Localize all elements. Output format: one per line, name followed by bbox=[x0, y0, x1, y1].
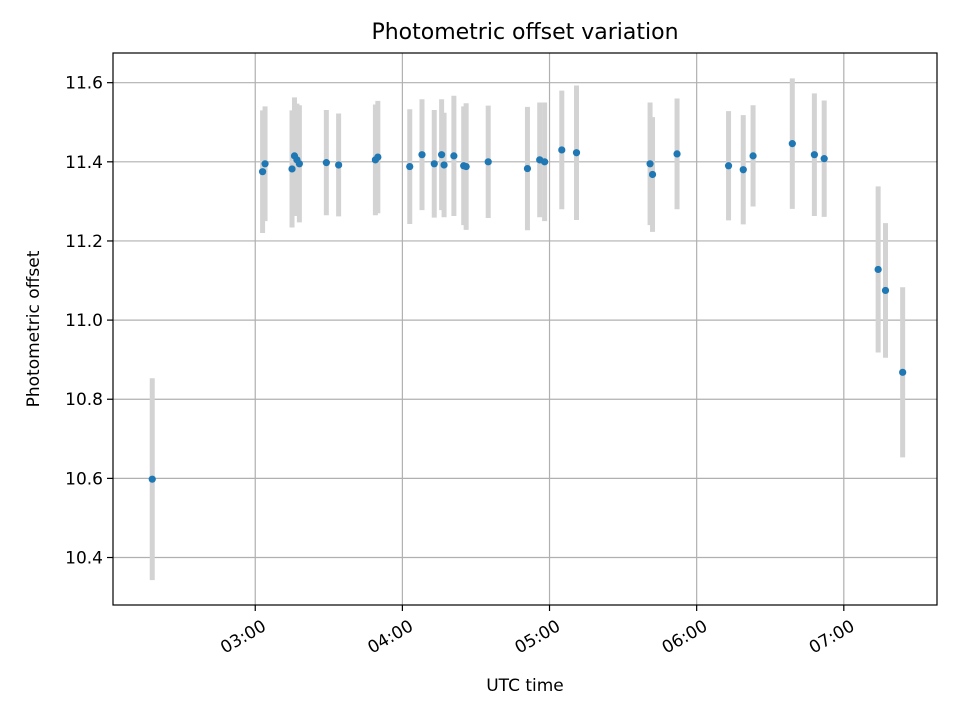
data-point bbox=[788, 140, 796, 148]
data-point bbox=[438, 151, 446, 159]
data-point bbox=[148, 475, 156, 483]
data-point bbox=[406, 162, 414, 171]
y-axis-label: Photometric offset bbox=[24, 250, 44, 407]
data-point bbox=[673, 150, 681, 158]
data-point bbox=[295, 160, 303, 168]
x-axis-label: UTC time bbox=[486, 676, 564, 696]
data-point bbox=[749, 152, 757, 160]
data-point bbox=[288, 165, 296, 173]
data-point bbox=[881, 286, 890, 295]
data-point bbox=[261, 160, 269, 168]
chart-title: Photometric offset variation bbox=[371, 20, 678, 45]
grid-lines bbox=[113, 53, 937, 605]
data-point bbox=[335, 161, 343, 169]
data-point bbox=[418, 151, 426, 159]
y-tick-label: 10.4 bbox=[65, 549, 103, 569]
data-point bbox=[724, 162, 733, 170]
data-point bbox=[450, 152, 458, 160]
data-point bbox=[558, 146, 566, 154]
data-point bbox=[874, 265, 882, 274]
data-point bbox=[322, 159, 330, 167]
data-point bbox=[440, 161, 448, 169]
data-point bbox=[258, 168, 267, 176]
data-points bbox=[148, 140, 907, 483]
y-tick-label: 10.6 bbox=[65, 469, 103, 489]
data-point bbox=[810, 151, 818, 159]
plot-frame bbox=[112, 52, 938, 606]
data-point bbox=[572, 149, 581, 157]
data-point bbox=[648, 170, 657, 179]
data-point bbox=[739, 166, 747, 174]
y-tick-label: 11.4 bbox=[65, 153, 103, 173]
data-point bbox=[820, 155, 828, 163]
data-point bbox=[899, 368, 907, 376]
data-point bbox=[462, 162, 470, 171]
y-tick-label: 10.8 bbox=[65, 390, 103, 410]
data-point bbox=[523, 164, 532, 173]
data-point bbox=[541, 158, 549, 166]
data-point bbox=[374, 153, 382, 161]
data-point bbox=[430, 160, 438, 168]
y-tick-label: 11.2 bbox=[65, 232, 103, 252]
data-point bbox=[646, 160, 654, 168]
y-tick-label: 11.6 bbox=[65, 74, 103, 94]
y-tick-label: 11.0 bbox=[65, 311, 103, 331]
data-point bbox=[484, 158, 492, 166]
